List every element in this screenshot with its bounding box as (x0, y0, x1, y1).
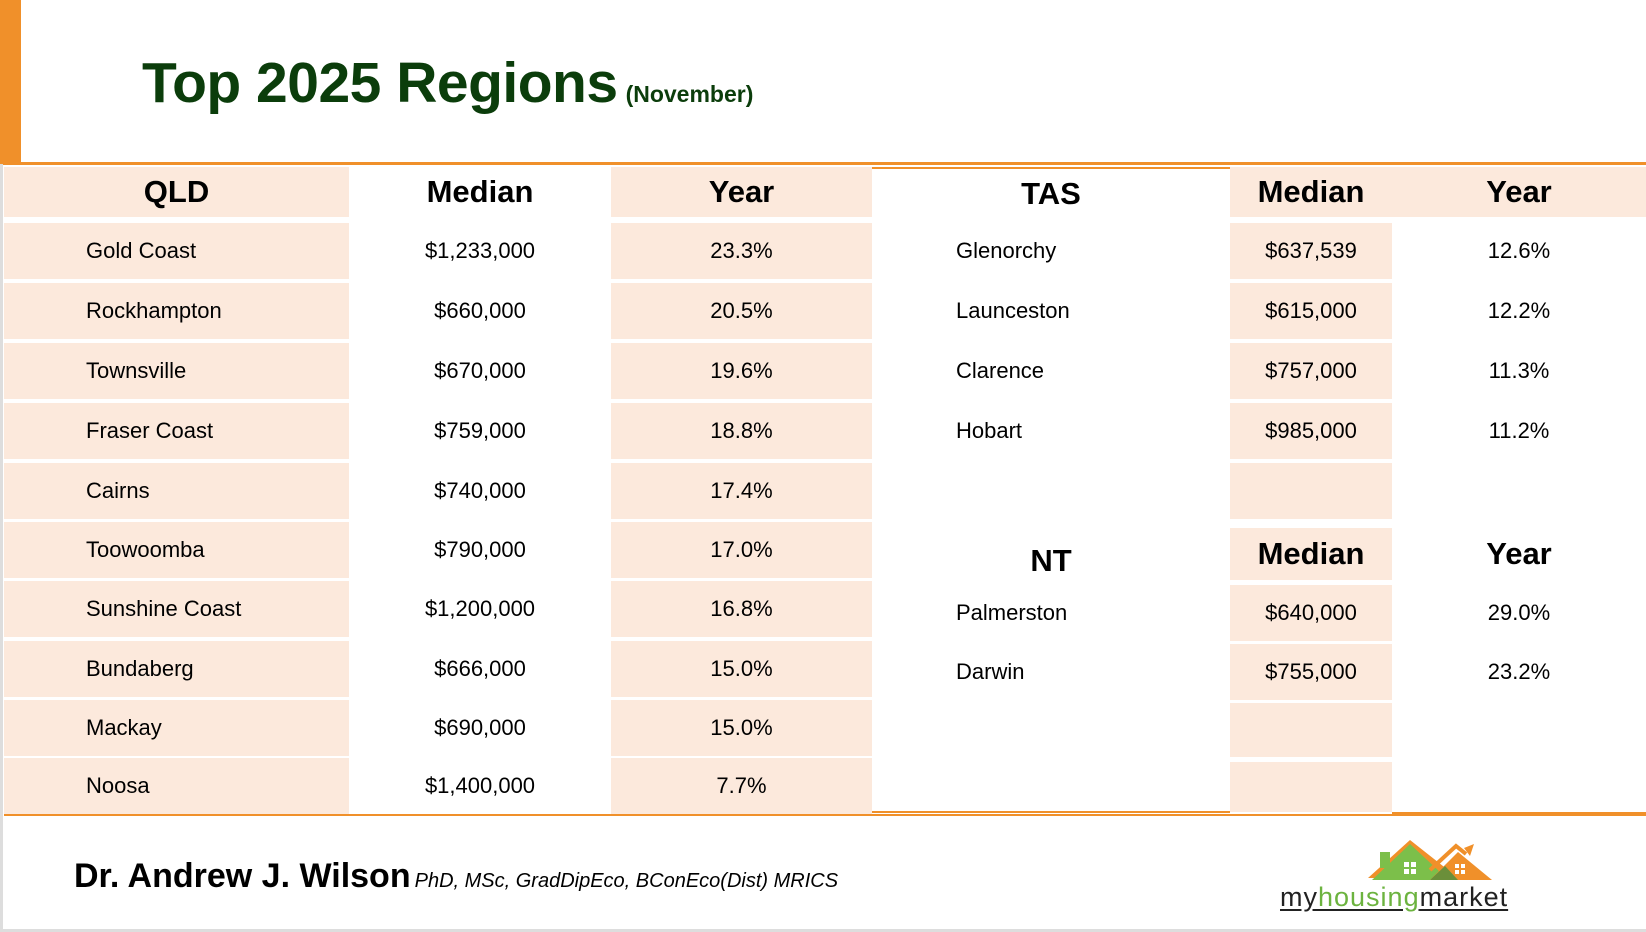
title-text: Top 2025 Regions (142, 51, 618, 115)
tas-bottom-rule (872, 811, 1230, 813)
tas-median-empty-cell (1230, 463, 1392, 519)
tas-region-cell: Launceston (956, 298, 1070, 323)
qld-region-cell: Cairns (4, 463, 349, 519)
tas-region-cell: Hobart (956, 418, 1023, 443)
qld-region-cell: Sunshine Coast (4, 581, 349, 637)
tas-year-header: Year (1392, 167, 1646, 217)
accent-bar (0, 0, 21, 164)
qld-median-cell: $1,400,000 (424, 773, 536, 798)
page-title: Top 2025 Regions (November) (142, 50, 753, 116)
qld-region-cell: Bundaberg (4, 641, 349, 697)
tas-top-rule (872, 167, 1230, 169)
qld-year-cell: 19.6% (611, 343, 872, 399)
tas-year-cell: 11.3% (1488, 358, 1550, 383)
qld-year-header: Year (611, 167, 872, 217)
nt-region-cell: Darwin (956, 659, 1025, 684)
tas-median-cell: $985,000 (1230, 403, 1392, 459)
qld-year-cell: 17.0% (611, 522, 872, 578)
nt-median-cell: $640,000 (1230, 585, 1392, 641)
page-bottom-border (0, 929, 1646, 932)
nt-heading: NT (1030, 543, 1072, 578)
qld-median-cell: $1,200,000 (424, 596, 536, 621)
qld-year-cell: 15.0% (611, 700, 872, 756)
nt-year-header: Year (1486, 536, 1552, 571)
qld-median-cell: $740,000 (434, 478, 526, 503)
qld-median-cell: $759,000 (434, 418, 526, 443)
nt-region-cell: Palmerston (956, 600, 1068, 625)
qld-region-cell: Fraser Coast (4, 403, 349, 459)
logo-text-my: my (1280, 882, 1318, 912)
tas-year-cell: 12.2% (1487, 298, 1551, 323)
myhousingmarket-logo: myhousingmarket (1280, 830, 1580, 913)
year-bottom-rule (1392, 812, 1646, 814)
tas-region-cell: Glenorchy (956, 238, 1057, 263)
author-line: Dr. Andrew J. Wilson PhD, MSc, GradDipEco… (74, 857, 838, 896)
tas-region-cell: Clarence (956, 358, 1045, 383)
qld-median-cell: $670,000 (434, 358, 526, 383)
qld-median-cell: $666,000 (434, 656, 526, 681)
qld-median-header: Median (426, 174, 534, 209)
qld-region-cell: Gold Coast (4, 223, 349, 279)
nt-year-cell: 23.2% (1487, 659, 1551, 684)
house-roof-arrow-icon (1368, 840, 1492, 880)
nt-median-empty-cell (1230, 762, 1392, 812)
author-name: Dr. Andrew J. Wilson (74, 857, 411, 895)
qld-year-cell: 18.8% (611, 403, 872, 459)
author-credentials: PhD, MSc, GradDipEco, BConEco(Dist) MRIC… (414, 870, 839, 892)
table-bottom-rule (4, 814, 1646, 816)
tas-median-header: Median (1230, 167, 1392, 217)
nt-median-empty-cell (1230, 703, 1392, 757)
qld-median-cell: $1,233,000 (424, 238, 536, 263)
tas-year-cell: 11.2% (1488, 418, 1550, 443)
header-divider (0, 162, 1646, 165)
tas-year-cell: 12.6% (1487, 238, 1551, 263)
qld-year-cell: 16.8% (611, 581, 872, 637)
qld-region-cell: Townsville (4, 343, 349, 399)
logo-text-housing: housing (1318, 882, 1420, 912)
tas-median-cell: $615,000 (1230, 283, 1392, 339)
qld-region-cell: Toowoomba (4, 522, 349, 578)
qld-median-cell: $660,000 (434, 298, 526, 323)
tas-heading: TAS (1021, 176, 1081, 211)
qld-year-cell: 15.0% (611, 641, 872, 697)
logo-text-market: market (1419, 882, 1509, 912)
frame-border (0, 164, 3, 932)
tas-median-cell: $637,539 (1230, 223, 1392, 279)
nt-median-header: Median (1230, 528, 1392, 580)
nt-median-cell: $755,000 (1230, 644, 1392, 700)
qld-median-cell: $690,000 (434, 715, 526, 740)
qld-heading: QLD (4, 167, 349, 217)
qld-region-cell: Noosa (4, 758, 349, 814)
qld-year-cell: 23.3% (611, 223, 872, 279)
qld-year-cell: 20.5% (611, 283, 872, 339)
logo-wordmark: myhousingmarket (1280, 882, 1508, 913)
qld-region-cell: Mackay (4, 700, 349, 756)
nt-year-cell: 29.0% (1487, 600, 1551, 625)
qld-year-cell: 7.7% (611, 758, 872, 814)
qld-year-cell: 17.4% (611, 463, 872, 519)
page-subtitle: (November) (625, 81, 754, 107)
qld-region-cell: Rockhampton (4, 283, 349, 339)
tas-median-cell: $757,000 (1230, 343, 1392, 399)
qld-median-cell: $790,000 (434, 537, 526, 562)
